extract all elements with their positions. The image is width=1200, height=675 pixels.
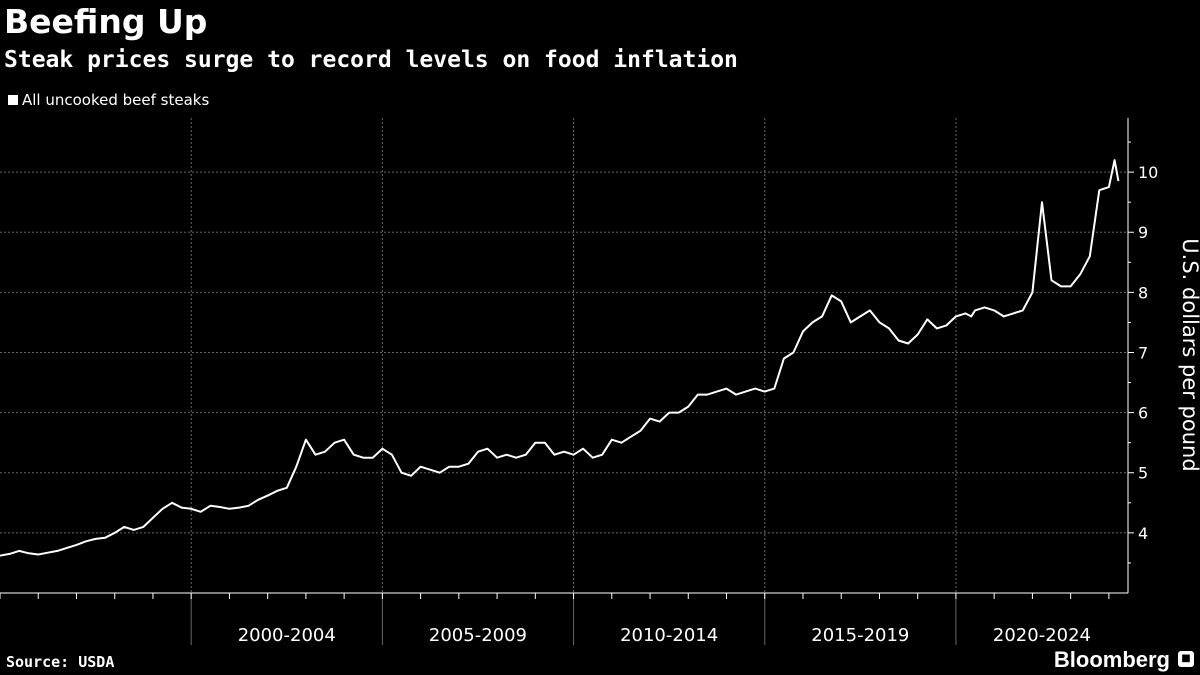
bloomberg-terminal-icon: ■: [1178, 651, 1194, 667]
legend: All uncooked beef steaks: [8, 90, 209, 110]
y-axis-label: U.S. dollars per pound: [1178, 238, 1200, 471]
axes: 4 5 6 7 8 9 10 2000-2004 2005-2009 2010-2014 2015-…: [0, 118, 1158, 646]
y-tick-label: 4: [1138, 524, 1148, 543]
legend-label: All uncooked beef steaks: [22, 91, 210, 109]
x-group-label: 2010-2014: [620, 625, 718, 646]
x-group-label: 2005-2009: [429, 625, 527, 646]
grid: [0, 118, 1128, 593]
series-line: [0, 159, 1120, 557]
y-tick-label: 7: [1138, 343, 1148, 362]
chart-subtitle: Steak prices surge to record levels on f…: [4, 47, 738, 73]
x-group-label: 2000-2004: [238, 625, 336, 646]
brand-logo: Bloomberg: [1053, 647, 1170, 672]
legend-swatch: [8, 95, 18, 105]
y-tick-label: 9: [1138, 223, 1148, 242]
x-group-label: 2020-2024: [993, 625, 1091, 646]
chart-title: Beefing Up: [4, 2, 208, 41]
y-tick-label: 5: [1138, 464, 1148, 483]
y-tick-label: 10: [1138, 163, 1158, 182]
source-note: Source: USDA: [6, 653, 115, 671]
series-layer: [0, 159, 1120, 557]
y-tick-label: 6: [1138, 404, 1148, 423]
x-group-label: 2015-2019: [811, 625, 909, 646]
y-tick-label: 8: [1138, 283, 1148, 302]
